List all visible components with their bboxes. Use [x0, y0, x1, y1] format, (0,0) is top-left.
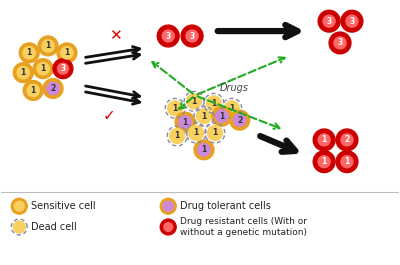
Circle shape [168, 101, 183, 116]
Circle shape [33, 59, 53, 78]
Circle shape [334, 37, 346, 49]
Circle shape [186, 94, 202, 109]
Circle shape [37, 63, 49, 75]
Circle shape [14, 201, 24, 211]
Text: Sensitive cell: Sensitive cell [31, 201, 96, 211]
Text: 1: 1 [219, 112, 224, 121]
Circle shape [43, 78, 63, 98]
Text: 1: 1 [64, 48, 70, 57]
Circle shape [38, 36, 58, 56]
Text: 1: 1 [40, 64, 46, 73]
Circle shape [313, 151, 335, 173]
Circle shape [341, 134, 353, 146]
Text: 1: 1 [344, 157, 350, 166]
Circle shape [194, 140, 214, 160]
Circle shape [341, 10, 363, 32]
Circle shape [57, 43, 77, 63]
Text: ✓: ✓ [102, 108, 115, 123]
Circle shape [318, 10, 340, 32]
Text: 1: 1 [201, 112, 206, 121]
Circle shape [157, 25, 179, 47]
Circle shape [313, 129, 335, 151]
Circle shape [53, 59, 73, 78]
Circle shape [181, 25, 203, 47]
Text: 1: 1 [174, 131, 180, 140]
Text: 1: 1 [46, 41, 51, 50]
Text: 1: 1 [194, 129, 199, 138]
Text: 3: 3 [349, 17, 354, 26]
Circle shape [23, 47, 35, 59]
Circle shape [206, 96, 221, 111]
Circle shape [188, 126, 204, 140]
Circle shape [13, 63, 33, 82]
Circle shape [318, 156, 330, 168]
Circle shape [216, 110, 228, 122]
Circle shape [336, 129, 358, 151]
Circle shape [186, 30, 198, 42]
Text: Dead cell: Dead cell [31, 222, 77, 232]
Circle shape [17, 67, 29, 79]
Text: Drug tolerant cells: Drug tolerant cells [180, 201, 271, 211]
Circle shape [164, 223, 172, 231]
Circle shape [163, 201, 173, 211]
Circle shape [323, 15, 335, 27]
Circle shape [198, 144, 210, 156]
Circle shape [27, 84, 39, 96]
Text: 1: 1 [322, 157, 327, 166]
Circle shape [318, 134, 330, 146]
Text: 2: 2 [50, 84, 56, 93]
Text: 1: 1 [322, 135, 327, 144]
Text: 1: 1 [172, 104, 178, 113]
Text: 1: 1 [212, 129, 218, 138]
Circle shape [23, 81, 43, 100]
Circle shape [162, 30, 174, 42]
Circle shape [61, 47, 73, 59]
Text: 1: 1 [182, 118, 188, 127]
Text: 1: 1 [192, 97, 197, 106]
Circle shape [11, 198, 27, 214]
Circle shape [42, 40, 54, 52]
Text: 2: 2 [344, 135, 350, 144]
Text: ✕: ✕ [109, 29, 122, 43]
Text: 1: 1 [26, 48, 32, 57]
Circle shape [224, 101, 239, 116]
Text: 1: 1 [21, 68, 26, 77]
Circle shape [329, 32, 351, 54]
Circle shape [170, 129, 185, 143]
Circle shape [160, 198, 176, 214]
Text: 3: 3 [166, 32, 171, 41]
Text: 1: 1 [30, 86, 36, 95]
Text: Drugs: Drugs [220, 83, 249, 94]
Circle shape [230, 110, 250, 130]
Text: Drug resistant cells (With or
without a genetic mutation): Drug resistant cells (With or without a … [180, 217, 307, 237]
Circle shape [196, 109, 212, 123]
Text: 1: 1 [229, 104, 234, 113]
Circle shape [208, 126, 222, 140]
Text: 3: 3 [60, 64, 66, 73]
Circle shape [160, 219, 176, 235]
Circle shape [234, 114, 246, 126]
Circle shape [341, 156, 353, 168]
Text: 3: 3 [326, 17, 332, 26]
Circle shape [19, 43, 39, 63]
Text: 2: 2 [237, 116, 242, 125]
Circle shape [336, 151, 358, 173]
Text: 3: 3 [190, 32, 195, 41]
Circle shape [175, 112, 195, 132]
Text: 1: 1 [201, 145, 206, 154]
Text: 3: 3 [337, 38, 343, 47]
Circle shape [47, 82, 59, 95]
Circle shape [346, 15, 358, 27]
Text: 1: 1 [211, 99, 216, 108]
Circle shape [212, 106, 232, 126]
Circle shape [58, 63, 68, 74]
Circle shape [13, 221, 25, 233]
Circle shape [179, 116, 191, 128]
